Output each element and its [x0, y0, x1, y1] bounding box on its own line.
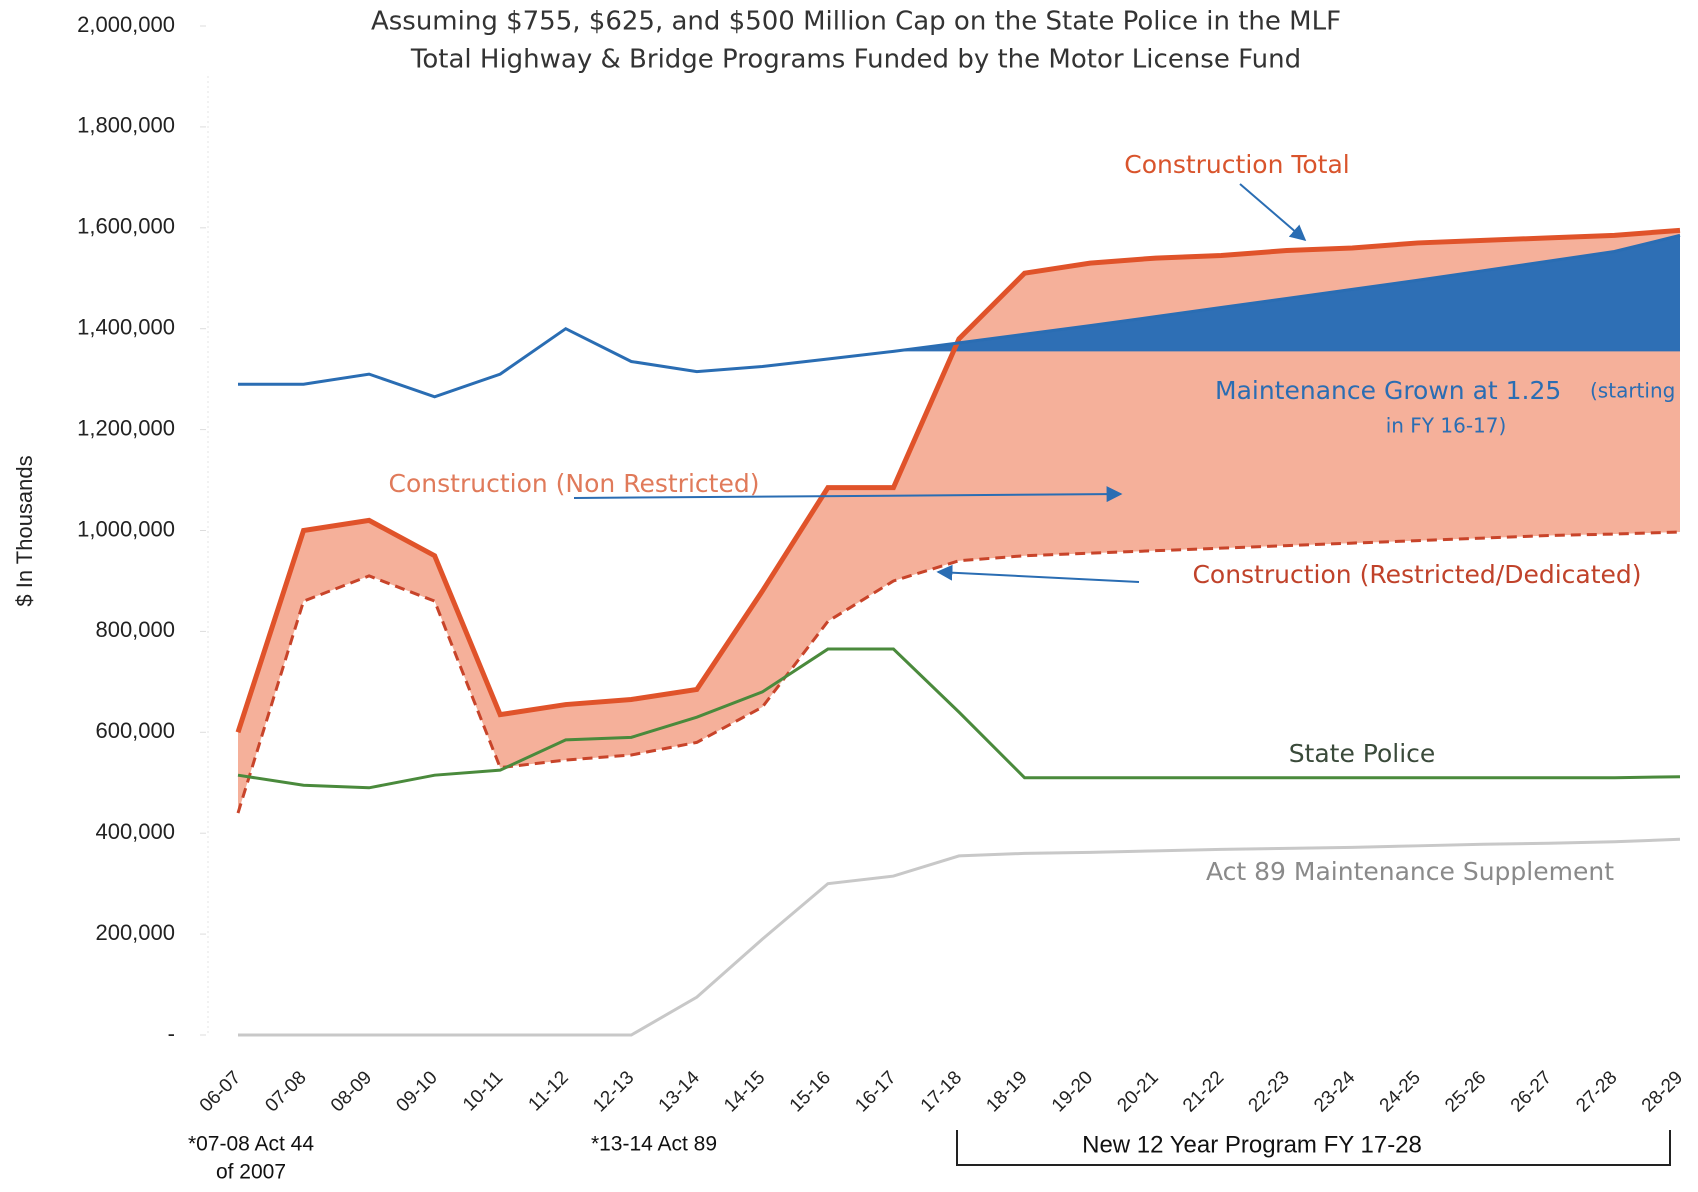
y-tick-label: 400,000 [95, 819, 175, 844]
x-tick-label: 15-16 [786, 1067, 835, 1116]
x-tick-label: 09-10 [392, 1067, 441, 1116]
arrow [936, 564, 1140, 583]
series-label: Maintenance Grown at 1.25 [1215, 376, 1561, 405]
annotation: in FY 16-17) [1386, 414, 1507, 438]
y-tick-label: 1,800,000 [77, 113, 175, 138]
x-tick-label: 24-25 [1376, 1067, 1425, 1116]
x-tick-label: 18-19 [982, 1067, 1031, 1116]
x-tick-label: 21-22 [1179, 1067, 1228, 1116]
y-tick-label: 1,000,000 [77, 516, 175, 541]
series-line [235, 227, 1681, 734]
arrow [1239, 183, 1307, 242]
non-restricted-area [238, 230, 1680, 814]
x-tick-label: 06-07 [196, 1067, 245, 1116]
x-tick-label: 10-11 [459, 1067, 507, 1115]
arrow [573, 486, 1123, 503]
x-tick-label: 26-27 [1507, 1067, 1556, 1116]
y-tick-label: 1,600,000 [77, 214, 175, 239]
x-tick-label: 12-13 [589, 1067, 638, 1116]
x-tick-label: 16-17 [851, 1067, 900, 1116]
x-tick-label: 11-12 [525, 1067, 573, 1115]
y-tick-label: 1,200,000 [77, 415, 175, 440]
series-label: Construction (Restricted/Dedicated) [1192, 560, 1641, 589]
x-tick-label: 14-15 [720, 1067, 769, 1116]
series-line [236, 530, 1681, 814]
x-tick-label: 23-24 [1310, 1067, 1360, 1117]
x-tick-label: 27-28 [1572, 1067, 1621, 1116]
program-bracket [956, 1130, 1671, 1166]
maintenance-growth-area [893, 235, 1680, 352]
x-tick-label: 19-20 [1048, 1067, 1097, 1116]
series-line [238, 837, 1681, 1037]
x-tick-label: 13-14 [655, 1067, 705, 1117]
series-label: State Police [1289, 739, 1436, 768]
y-tick-label: 1,400,000 [77, 315, 175, 340]
x-tick-label: 08-09 [327, 1067, 376, 1116]
y-tick-label: 600,000 [95, 718, 175, 743]
y-tick-label: 2,000,000 [77, 12, 175, 37]
footnote: of 2007 [216, 1161, 286, 1184]
chart-title: Assuming $755, $625, and $500 Million Ca… [371, 7, 1341, 37]
x-tick-label: 25-26 [1441, 1067, 1490, 1116]
y-tick-label: - [168, 1021, 175, 1046]
x-tick-label: 20-21 [1113, 1067, 1162, 1116]
chart-subtitle: Total Highway & Bridge Programs Funded b… [410, 45, 1301, 75]
series-label: Act 89 Maintenance Supplement [1206, 857, 1614, 886]
series-line [237, 647, 1681, 790]
x-tick-label: 22-23 [1245, 1067, 1294, 1116]
annotation: Construction (Non Restricted) [389, 469, 760, 498]
y-axis-label: $ In Thousands [12, 455, 37, 606]
footnote: *13-14 Act 89 [591, 1133, 717, 1156]
program-label: New 12 Year Program FY 17-28 [1082, 1131, 1422, 1158]
y-tick-label: 200,000 [95, 920, 175, 945]
annotation: (starting [1590, 379, 1675, 403]
x-tick-label: 17-18 [917, 1067, 966, 1116]
x-tick-label: 07-08 [261, 1067, 310, 1116]
series-label: Construction Total [1124, 150, 1350, 179]
x-tick-label: 28-29 [1638, 1067, 1687, 1116]
footnote: *07-08 Act 44 [188, 1133, 314, 1156]
y-tick-label: 800,000 [95, 617, 175, 642]
series-line [238, 233, 1681, 399]
